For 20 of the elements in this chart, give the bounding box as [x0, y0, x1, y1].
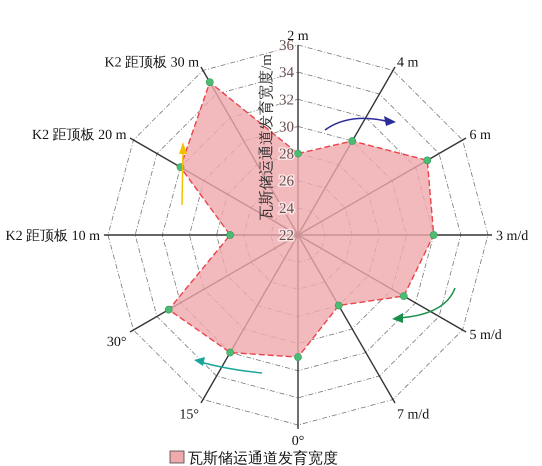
y-tick-label: 22 [279, 228, 294, 244]
spoke-label: 30° [106, 335, 127, 350]
y-tick-label: 32 [279, 92, 294, 108]
spoke-label: K2 距顶板 30 m [104, 54, 200, 71]
spoke-label: 3 m/d [496, 229, 528, 244]
text: 瓦斯储运通道发育宽度/m [258, 54, 275, 220]
spoke-label: 0° [292, 434, 304, 449]
spoke-label: 7 m/d [397, 407, 430, 422]
spoke-label: 4 m [397, 56, 418, 71]
spoke-label: K2 距顶板 10 m [6, 228, 100, 244]
spoke-label: 6 m [469, 128, 491, 143]
spoke-label: 5 m/d [469, 328, 502, 343]
spoke-label: K2 距顶板 20 m [32, 127, 127, 143]
y-tick-label: 30 [279, 119, 294, 136]
spoke-label: 15° [179, 407, 199, 422]
legend-label: 瓦斯储运通道发育宽度 [188, 450, 338, 466]
y-tick-label: 34 [279, 65, 294, 82]
y-tick-label: 28 [279, 146, 294, 163]
y-tick-label: 24 [279, 200, 294, 217]
y-tick-label: 26 [279, 174, 294, 190]
